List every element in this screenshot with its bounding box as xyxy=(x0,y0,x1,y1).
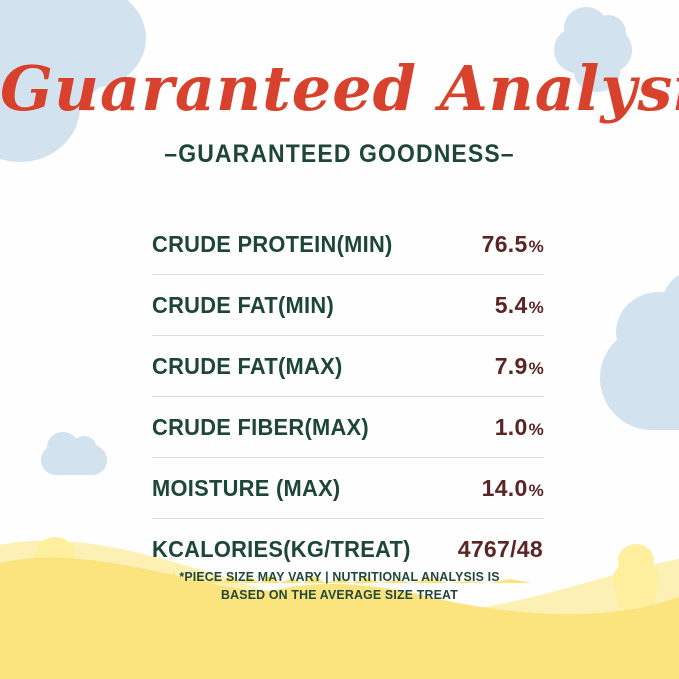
row-value-unit: % xyxy=(528,236,544,256)
row-value-unit: % xyxy=(528,419,544,439)
row-label: CRUDE FIBER(MAX) xyxy=(152,413,369,440)
row-value: 14.0 % xyxy=(482,475,544,502)
table-row: CRUDE PROTEIN(MIN) 76.5 % xyxy=(152,214,544,274)
row-value-number: 76.5 xyxy=(481,230,528,257)
row-value: 1.0 % xyxy=(495,414,544,441)
row-label: CRUDE FAT(MAX) xyxy=(152,352,343,379)
page-title: Guaranteed Analysis xyxy=(0,52,679,125)
footnote-line-2: BASED ON THE AVERAGE SIZE TREAT xyxy=(221,587,458,602)
row-label: CRUDE PROTEIN(MIN) xyxy=(152,230,393,257)
page-subtitle: –GUARANTEED GOODNESS– xyxy=(164,140,515,168)
table-row: MOISTURE (MAX) 14.0 % xyxy=(152,457,544,518)
row-label: KCALORIES(KG/TREAT) xyxy=(152,535,411,562)
analysis-table: CRUDE PROTEIN(MIN) 76.5 % CRUDE FAT(MIN)… xyxy=(152,214,544,579)
row-label: MOISTURE (MAX) xyxy=(152,474,341,501)
table-row: CRUDE FAT(MAX) 7.9 % xyxy=(152,335,544,396)
row-value: 7.9 % xyxy=(495,353,544,380)
row-value: 4767/48 xyxy=(458,536,544,563)
table-row: CRUDE FAT(MIN) 5.4 % xyxy=(152,274,544,335)
row-value-unit: % xyxy=(528,480,544,500)
row-value-number: 4767/48 xyxy=(457,535,543,562)
row-value: 5.4 % xyxy=(495,292,544,319)
row-value-number: 5.4 xyxy=(494,291,528,318)
footnote: *PIECE SIZE MAY VARY | NUTRITIONAL ANALY… xyxy=(17,568,662,604)
row-value-number: 1.0 xyxy=(494,413,528,440)
row-value-number: 7.9 xyxy=(494,352,528,379)
row-label: CRUDE FAT(MIN) xyxy=(152,291,335,318)
row-value: 76.5 % xyxy=(482,231,544,258)
row-value-number: 14.0 xyxy=(481,474,528,501)
row-value-unit: % xyxy=(528,297,544,317)
row-value-unit: % xyxy=(528,358,544,378)
table-row: CRUDE FIBER(MAX) 1.0 % xyxy=(152,396,544,457)
footnote-line-1: *PIECE SIZE MAY VARY | NUTRITIONAL ANALY… xyxy=(179,569,500,584)
